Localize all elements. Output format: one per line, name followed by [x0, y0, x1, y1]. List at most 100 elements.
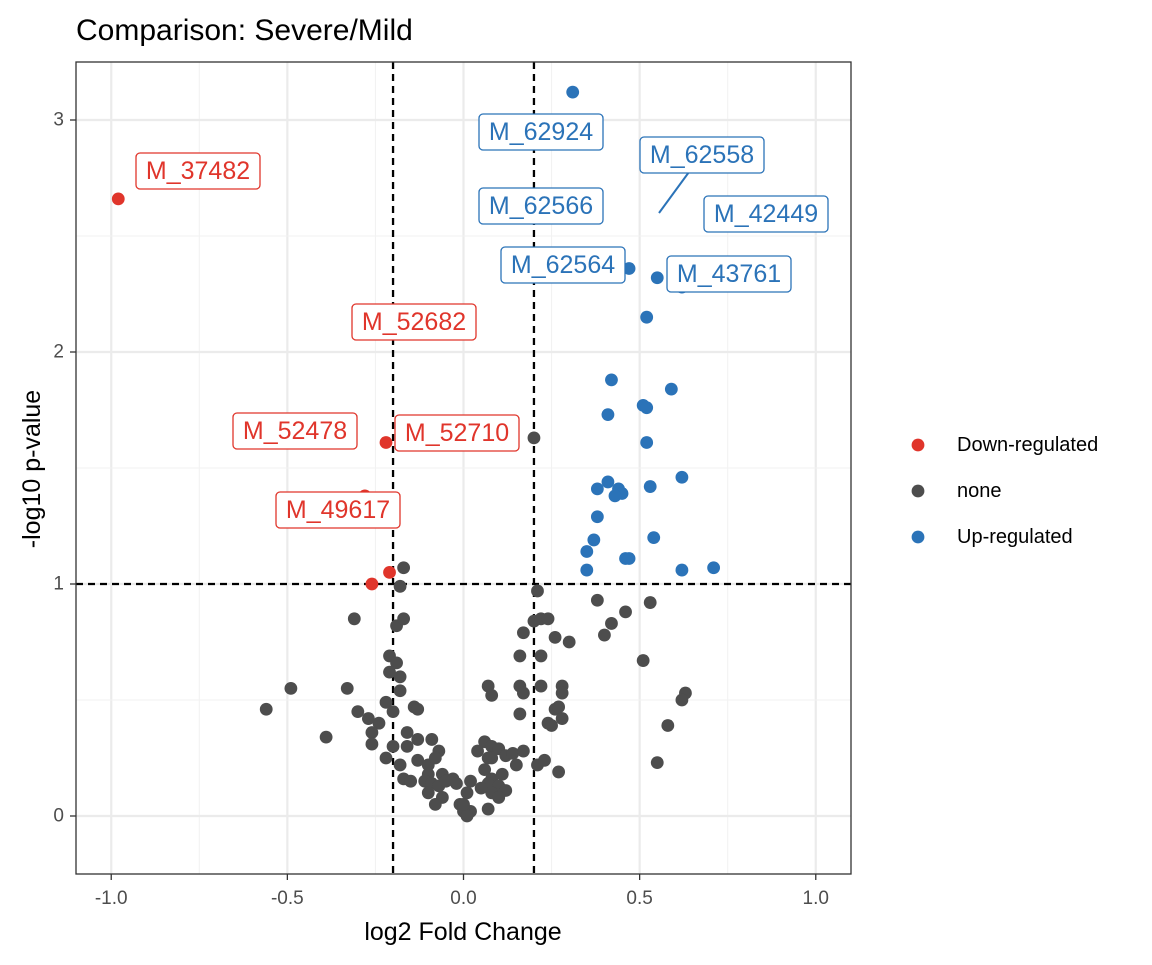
gene-label-m-62924: M_62924 [478, 113, 604, 151]
label-box [639, 136, 765, 174]
point-none [643, 596, 657, 609]
point-none [598, 628, 611, 642]
y-axis-title: -log10 p-value [18, 390, 46, 548]
point-none [661, 719, 675, 732]
point-none [397, 561, 411, 575]
legend-swatch [911, 438, 925, 452]
label-text: M_43761 [677, 260, 781, 288]
label-box [275, 491, 401, 529]
point-none [397, 612, 411, 626]
point-up-regulated [675, 563, 689, 577]
y-tick-label: 0 [53, 806, 64, 827]
point-none [393, 684, 407, 698]
point-up-regulated [608, 489, 622, 503]
point-none [555, 712, 569, 725]
legend-item-none: none [911, 480, 1002, 502]
point-none [428, 798, 442, 811]
point-none [365, 726, 379, 739]
legend-label: none [957, 480, 1002, 502]
point-up-regulated [587, 533, 601, 547]
point-none [411, 702, 425, 716]
legend-swatch [911, 484, 925, 498]
point-up-regulated [601, 475, 615, 489]
x-tick-label: 1.0 [803, 888, 829, 909]
point-none [534, 649, 548, 663]
point-none [538, 753, 551, 767]
point-none [485, 688, 499, 702]
gene-label-m-62566: M_62566 [478, 187, 604, 225]
legend-item-down-regulated: Down-regulated [911, 434, 1098, 456]
point-none [400, 726, 414, 739]
point-none [516, 686, 530, 700]
point-none [379, 695, 393, 709]
point-none [393, 758, 407, 772]
label-text: M_37482 [146, 157, 250, 185]
point-none [548, 630, 562, 644]
gene-label-m-52682: M_52682 [351, 303, 477, 341]
point-none [516, 744, 530, 758]
label-text: M_49617 [286, 496, 390, 524]
point-none [404, 774, 418, 788]
label-box [351, 303, 477, 341]
point-none [650, 756, 664, 770]
point-none [400, 740, 414, 753]
label-box [478, 187, 604, 225]
point-up-regulated [650, 271, 664, 285]
point-none [386, 705, 400, 718]
legend-swatch [911, 530, 925, 544]
gene-label-m-43761: M_43761 [666, 255, 792, 293]
legend: Down-regulated none Up-regulated [911, 434, 1098, 548]
point-none [428, 751, 442, 765]
point-none [541, 612, 555, 626]
point-none [421, 786, 435, 800]
point-none [509, 758, 523, 772]
label-text: M_62558 [650, 141, 754, 169]
point-up-regulated [647, 531, 661, 544]
x-tick-label: 0.0 [450, 888, 476, 909]
point-none [425, 733, 439, 746]
point-up-regulated [590, 482, 604, 496]
point-up-regulated [590, 510, 604, 524]
point-up-regulated [640, 436, 654, 449]
point-none [495, 767, 509, 781]
point-none [675, 693, 689, 707]
point-up-regulated [640, 310, 654, 324]
legend-label: Down-regulated [957, 434, 1098, 456]
legend-label: Up-regulated [957, 526, 1073, 548]
label-text: M_62924 [489, 118, 593, 146]
gene-label-m-49617: M_49617 [275, 491, 401, 529]
label-box [232, 412, 358, 450]
point-none [379, 751, 393, 765]
label-box [394, 414, 520, 452]
point-none [545, 719, 558, 732]
point-none [552, 700, 566, 714]
point-none [474, 781, 488, 795]
point-up-regulated [622, 262, 636, 275]
point-none [636, 654, 650, 667]
label-text: M_52682 [362, 308, 466, 336]
point-up-regulated [580, 545, 594, 558]
y-tick-label: 3 [53, 110, 64, 131]
point-none [555, 686, 569, 700]
point-up-regulated [707, 561, 721, 575]
axes: -1.0 -0.5 0.0 0.5 1.0 0 1 2 3 [53, 110, 829, 910]
point-up-regulated [566, 85, 580, 99]
point-none [393, 579, 407, 593]
point-none [552, 765, 566, 779]
point-up-regulated [643, 480, 657, 493]
point-none [259, 702, 273, 716]
point-none [351, 705, 365, 718]
gene-label-m-42449: M_42449 [703, 195, 829, 233]
point-none [492, 791, 506, 804]
point-none [319, 730, 333, 744]
point-up-regulated [664, 382, 678, 396]
point-none [513, 707, 527, 721]
label-box [703, 195, 829, 233]
point-none [365, 737, 379, 751]
point-none [386, 740, 400, 753]
label-text: M_42449 [714, 200, 818, 228]
point-none [340, 682, 354, 695]
point-none [457, 798, 470, 811]
